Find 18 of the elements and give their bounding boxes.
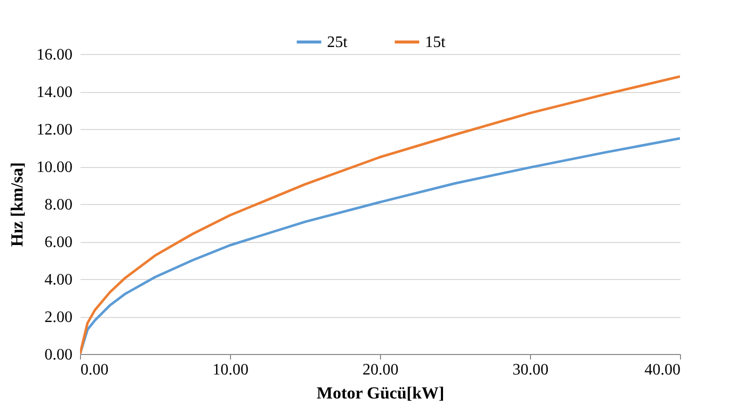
legend-label: 25t (327, 34, 348, 51)
x-tick-label: 30.00 (512, 362, 548, 378)
y-tick-label: 2.00 (44, 309, 72, 326)
y-axis-title: Hız [km/sa] (8, 162, 26, 247)
y-tick-label: 6.00 (44, 234, 72, 251)
y-tick-label: 14.00 (36, 84, 72, 101)
y-tick-label: 4.00 (44, 272, 72, 288)
x-tick-label: 40.00 (644, 362, 680, 378)
y-tick-label: 10.00 (36, 159, 72, 176)
legend-label: 15t (425, 34, 446, 51)
y-tick-label: 12.00 (36, 122, 72, 138)
x-tick-label: 0.00 (80, 362, 108, 378)
x-tick-label: 20.00 (362, 362, 398, 378)
x-axis-title: Motor Gücü[kW] (316, 384, 444, 402)
y-tick-label: 8.00 (44, 196, 72, 214)
x-tick-label: 10.00 (212, 362, 248, 378)
y-tick-label: 0.00 (44, 346, 72, 364)
y-tick-label: 16.00 (36, 46, 72, 64)
